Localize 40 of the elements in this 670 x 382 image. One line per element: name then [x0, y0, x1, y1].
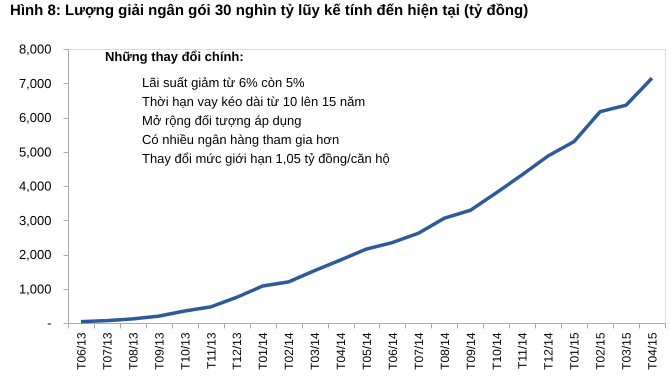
- x-tick-label: T02/15: [594, 332, 608, 370]
- x-tick-label: T04/15: [646, 332, 660, 370]
- x-tick-label: T04/14: [334, 332, 348, 370]
- x-tick-label: T01/15: [568, 332, 582, 370]
- x-tick-label: T10/13: [178, 332, 192, 370]
- line-series: [79, 76, 654, 324]
- y-tick-label: 3,000: [18, 212, 52, 228]
- x-tick-label: T08/13: [126, 332, 140, 370]
- annotation: Lãi suất giảm từ 6% còn 5%: [142, 75, 306, 90]
- x-tick-label: T11/14: [516, 332, 530, 369]
- annotation: Thay đổi mức giới hạn 1,05 tỷ đồng/căn hộ: [142, 151, 390, 166]
- x-tick-label: T02/14: [282, 332, 296, 370]
- x-tick-label: T09/14: [464, 332, 478, 370]
- y-tick-label: 7,000: [18, 76, 52, 91]
- x-tick-label: T07/13: [100, 332, 114, 370]
- annotation: Có nhiều ngân hàng tham gia hơn: [142, 132, 340, 147]
- x-tick-label: T12/13: [230, 332, 244, 370]
- x-tick-label: T12/14: [542, 332, 556, 370]
- x-tick-label: T08/14: [438, 332, 452, 370]
- y-tick-label: 4,000: [18, 178, 52, 194]
- x-tick-label: T05/14: [360, 332, 374, 370]
- x-tick-label: T06/13: [74, 332, 88, 370]
- y-tick-label: 6,000: [18, 110, 52, 125]
- x-tick-label: T07/14: [412, 332, 426, 370]
- x-tick-label: T11/13: [204, 332, 218, 369]
- x-tick-label: T09/13: [152, 332, 166, 370]
- x-tick-label: T03/15: [620, 332, 634, 370]
- y-tick-label: 5,000: [18, 144, 52, 160]
- y-tick-label: 1,000: [18, 281, 52, 296]
- y-tick-label: 8,000: [18, 42, 52, 56]
- x-tick-label: T03/14: [308, 332, 322, 370]
- x-tick-label: T10/14: [490, 332, 504, 370]
- x-tick-label: T01/14: [256, 332, 270, 370]
- annotation: Mở rộng đối tượng áp dụng: [142, 113, 302, 128]
- y-tick-label: -: [47, 316, 52, 330]
- annotation: Những thay đổi chính:: [105, 49, 244, 64]
- annotation: Thời hạn vay kéo dài từ 10 lên 15 năm: [142, 94, 366, 109]
- y-tick-label: 2,000: [18, 247, 52, 262]
- chart-title: Hình 8: Lượng giải ngân gói 30 nghìn tỷ lũy kế tính đến hiện tại (tỷ đồng): [10, 2, 528, 19]
- x-tick-label: T06/14: [386, 332, 400, 370]
